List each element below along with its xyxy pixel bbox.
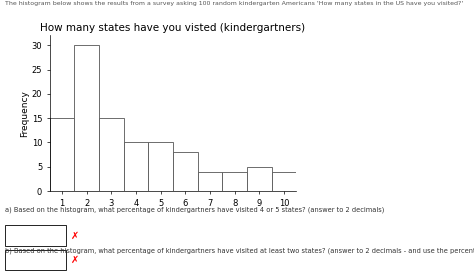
Bar: [99, 118, 124, 191]
Text: ✗: ✗: [71, 255, 79, 265]
Bar: [124, 143, 148, 191]
Title: How many states have you visted (kindergartners): How many states have you visted (kinderg…: [40, 23, 306, 33]
Bar: [173, 152, 198, 191]
Bar: [74, 45, 99, 191]
Bar: [198, 172, 222, 191]
Text: ✗: ✗: [71, 230, 79, 241]
Text: a) Based on the histogram, what percentage of kindergartners have visited 4 or 5: a) Based on the histogram, what percenta…: [5, 206, 384, 213]
Bar: [272, 172, 296, 191]
Bar: [148, 143, 173, 191]
Text: The histogram below shows the results from a survey asking 100 random kindergart: The histogram below shows the results fr…: [5, 1, 463, 6]
Bar: [50, 118, 74, 191]
Y-axis label: Frequency: Frequency: [20, 90, 29, 137]
Bar: [247, 167, 272, 191]
Bar: [222, 172, 247, 191]
Text: b) Based on the histogram, what percentage of kindergartners have visited at lea: b) Based on the histogram, what percenta…: [5, 247, 474, 254]
